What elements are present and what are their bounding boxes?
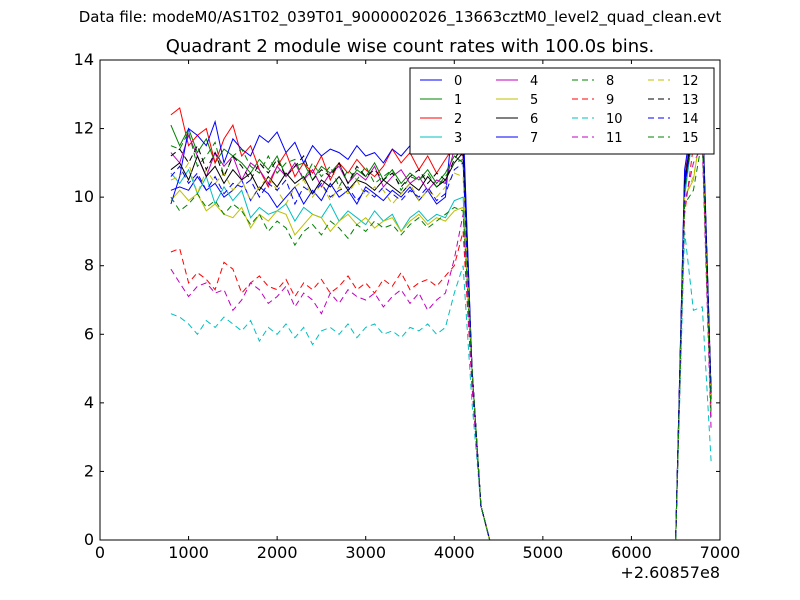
legend-label-10: 10 <box>606 112 623 127</box>
series-line-10 <box>170 231 712 541</box>
series-line-15 <box>170 138 712 541</box>
y-tick-label: 0 <box>84 530 94 549</box>
legend-label-6: 6 <box>530 112 538 127</box>
series-line-0 <box>170 102 712 541</box>
y-tick-label: 6 <box>84 324 94 343</box>
x-offset-label: +2.60857e8 <box>620 563 720 582</box>
series-line-11 <box>170 143 712 541</box>
legend-label-4: 4 <box>530 74 538 89</box>
legend-label-15: 15 <box>682 131 699 146</box>
x-tick-label: 5000 <box>522 543 563 562</box>
plot-frame <box>99 59 721 541</box>
legend-box <box>409 67 715 155</box>
legend-label-12: 12 <box>682 74 699 89</box>
y-tick-label: 4 <box>84 393 94 412</box>
y-tick-label: 10 <box>74 187 94 206</box>
x-tick-label: 1000 <box>168 543 209 562</box>
y-tick-label: 2 <box>84 461 94 480</box>
legend-label-13: 13 <box>682 93 699 108</box>
x-tick-label: 7000 <box>700 543 741 562</box>
legend-label-0: 0 <box>454 74 462 89</box>
x-tick-label: 6000 <box>611 543 652 562</box>
y-tick-label: 8 <box>84 256 94 275</box>
legend-label-2: 2 <box>454 112 462 127</box>
legend-label-3: 3 <box>454 131 462 146</box>
legend-label-7: 7 <box>530 131 538 146</box>
legend-label-11: 11 <box>606 131 623 146</box>
legend-label-9: 9 <box>606 93 614 108</box>
series-line-12 <box>170 128 712 541</box>
legend-label-14: 14 <box>682 112 699 127</box>
x-tick-label: 0 <box>95 543 105 562</box>
x-tick-label: 3000 <box>345 543 386 562</box>
x-tick-label: 2000 <box>257 543 298 562</box>
legend-label-1: 1 <box>454 93 462 108</box>
legend-label-8: 8 <box>606 74 614 89</box>
series-layer <box>170 95 712 541</box>
y-tick-label: 12 <box>74 119 94 138</box>
legend-label-5: 5 <box>530 93 538 108</box>
y-tick-label: 14 <box>74 50 94 69</box>
series-line-14 <box>170 117 712 541</box>
x-tick-label: 4000 <box>434 543 475 562</box>
chart-title: Quadrant 2 module wise count rates with … <box>165 36 655 57</box>
chart-suptitle: Data file: modeM0/AS1T02_039T01_90000020… <box>78 8 722 26</box>
series-line-9 <box>170 134 712 541</box>
